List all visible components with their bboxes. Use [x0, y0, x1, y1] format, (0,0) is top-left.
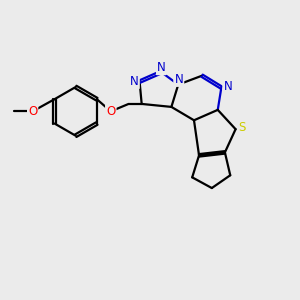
Text: O: O — [106, 105, 116, 118]
Text: N: N — [157, 61, 166, 74]
Text: O: O — [28, 105, 37, 118]
Text: N: N — [157, 61, 166, 74]
Text: S: S — [238, 121, 246, 134]
Text: O: O — [106, 105, 116, 118]
Text: S: S — [238, 121, 246, 134]
Text: N: N — [130, 75, 139, 88]
Text: N: N — [130, 75, 139, 88]
Text: N: N — [224, 80, 232, 93]
Text: N: N — [224, 80, 232, 93]
Text: O: O — [28, 105, 37, 118]
Text: N: N — [175, 73, 183, 86]
Text: N: N — [175, 73, 183, 86]
